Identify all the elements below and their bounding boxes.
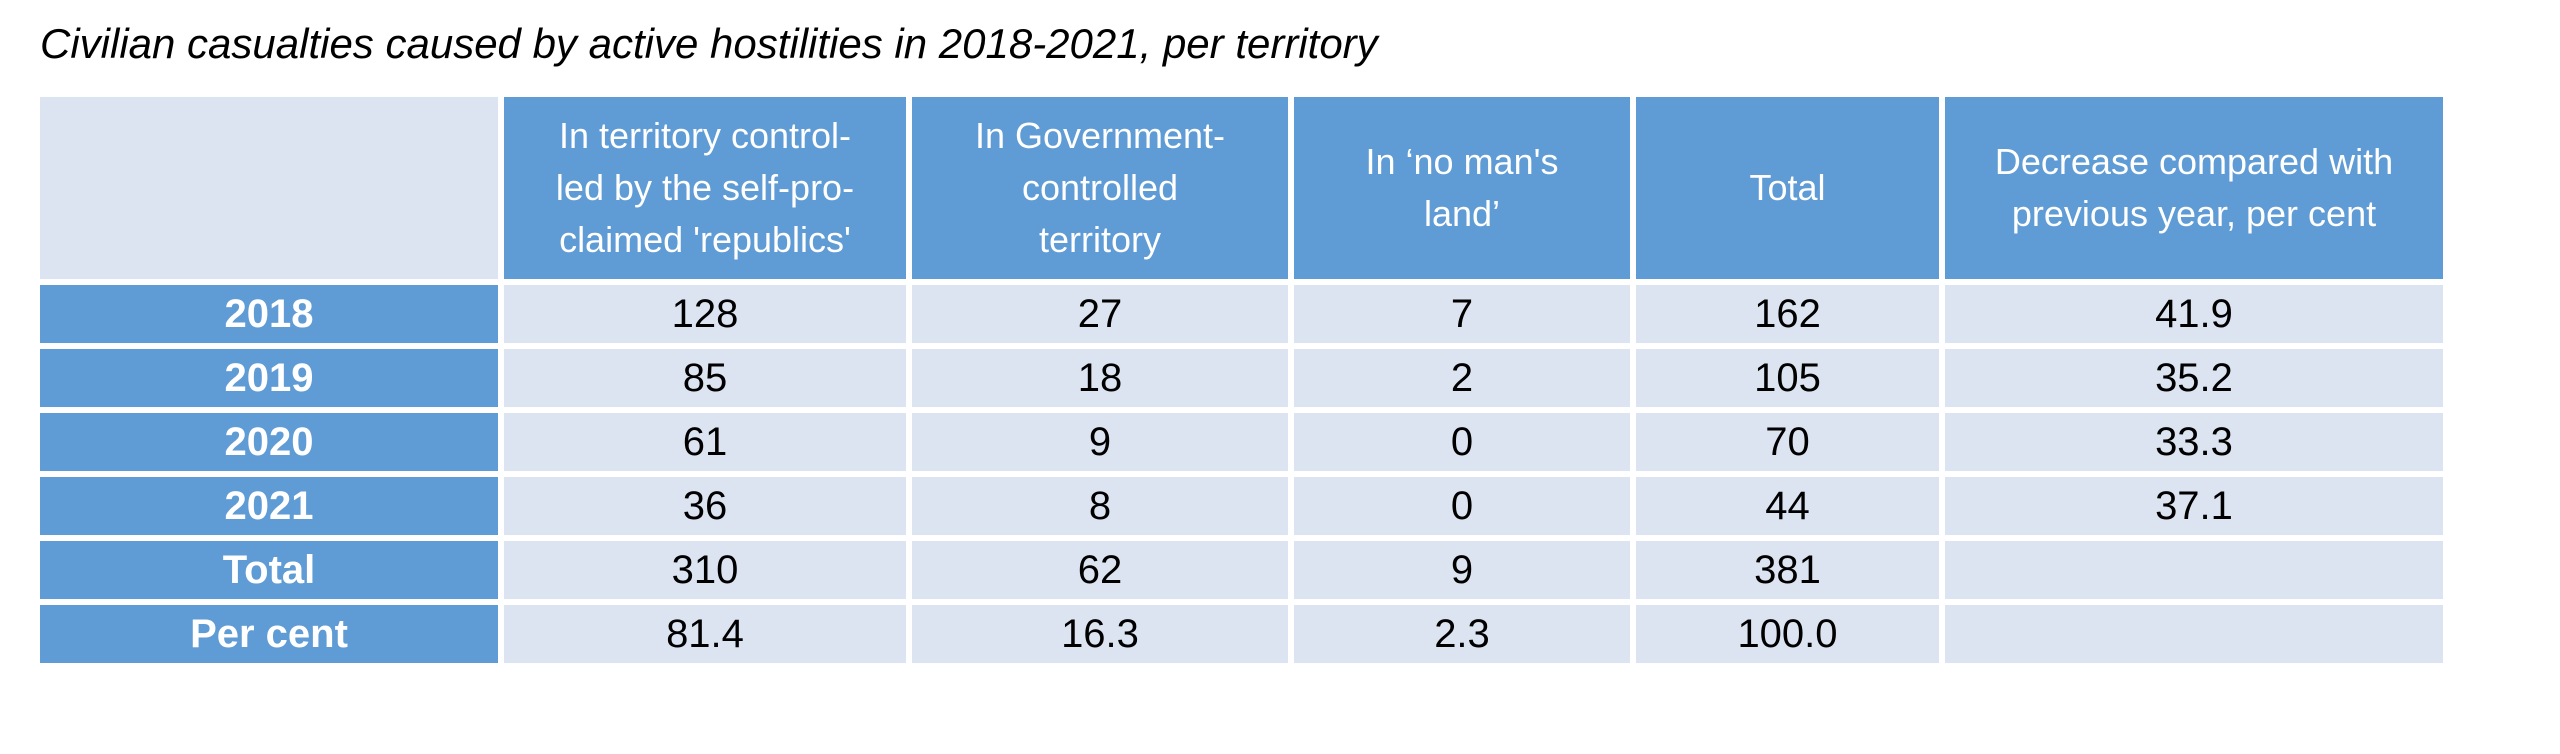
row-label: 2018	[40, 285, 498, 343]
header-line: In Government-	[974, 115, 1226, 156]
table-cell: 8	[912, 477, 1288, 535]
table-title: Civilian casualties caused by active hos…	[40, 20, 1378, 67]
table-cell: 61	[504, 413, 906, 471]
header-row: In territory control- led by the self-pr…	[40, 97, 2443, 279]
table-row: Total 310 62 9 381	[40, 541, 2443, 599]
table-row: 2018 128 27 7 162 41.9	[40, 285, 2443, 343]
table-cell: 9	[912, 413, 1288, 471]
table-cell: 105	[1636, 349, 1939, 407]
header-line: claimed 'republics'	[559, 219, 851, 260]
table-cell: 2	[1294, 349, 1630, 407]
casualties-table: In territory control- led by the self-pr…	[34, 91, 2449, 669]
header-line: In ‘no man's	[1365, 141, 1559, 182]
table-cell: 18	[912, 349, 1288, 407]
table-row: 2021 36 8 0 44 37.1	[40, 477, 2443, 535]
row-label: Per cent	[40, 605, 498, 663]
table-cell: 62	[912, 541, 1288, 599]
row-label: 2021	[40, 477, 498, 535]
table-cell: 85	[504, 349, 906, 407]
table-row: Per cent 81.4 16.3 2.3 100.0	[40, 605, 2443, 663]
header-line: led by the self-pro-	[555, 167, 855, 208]
table-cell: 128	[504, 285, 906, 343]
table-cell: 37.1	[1945, 477, 2443, 535]
header-line: controlled	[1021, 167, 1179, 208]
table-cell: 0	[1294, 413, 1630, 471]
table-cell: 33.3	[1945, 413, 2443, 471]
table-cell: 70	[1636, 413, 1939, 471]
table-cell: 162	[1636, 285, 1939, 343]
table-cell: 7	[1294, 285, 1630, 343]
table-cell: 100.0	[1636, 605, 1939, 663]
table-cell: 0	[1294, 477, 1630, 535]
table-cell: 16.3	[912, 605, 1288, 663]
table-cell: 35.2	[1945, 349, 2443, 407]
table-cell: 27	[912, 285, 1288, 343]
table-cell: 9	[1294, 541, 1630, 599]
header-line: land’	[1423, 193, 1501, 234]
table-cell	[1945, 605, 2443, 663]
table-row: 2020 61 9 0 70 33.3	[40, 413, 2443, 471]
table-cell: 41.9	[1945, 285, 2443, 343]
table-cell: 81.4	[504, 605, 906, 663]
row-label: 2019	[40, 349, 498, 407]
header-line: territory	[1038, 219, 1161, 260]
header-line: Decrease compared with	[1994, 141, 2394, 182]
header-line: previous year, per cent	[2011, 193, 2377, 234]
header-no-mans-land: In ‘no man's land’	[1294, 97, 1630, 279]
row-label: Total	[40, 541, 498, 599]
header-corner	[40, 97, 498, 279]
table-cell: 2.3	[1294, 605, 1630, 663]
row-label: 2020	[40, 413, 498, 471]
header-self-proclaimed-republics: In territory control- led by the self-pr…	[504, 97, 906, 279]
header-line: Total	[1749, 167, 1826, 208]
header-total: Total	[1636, 97, 1939, 279]
table-cell: 44	[1636, 477, 1939, 535]
table-cell: 36	[504, 477, 906, 535]
header-line: In territory control-	[558, 115, 852, 156]
header-government-controlled: In Government- controlled territory	[912, 97, 1288, 279]
table-cell	[1945, 541, 2443, 599]
table-row: 2019 85 18 2 105 35.2	[40, 349, 2443, 407]
table-cell: 381	[1636, 541, 1939, 599]
table-cell: 310	[504, 541, 906, 599]
header-decrease-percent: Decrease compared with previous year, pe…	[1945, 97, 2443, 279]
